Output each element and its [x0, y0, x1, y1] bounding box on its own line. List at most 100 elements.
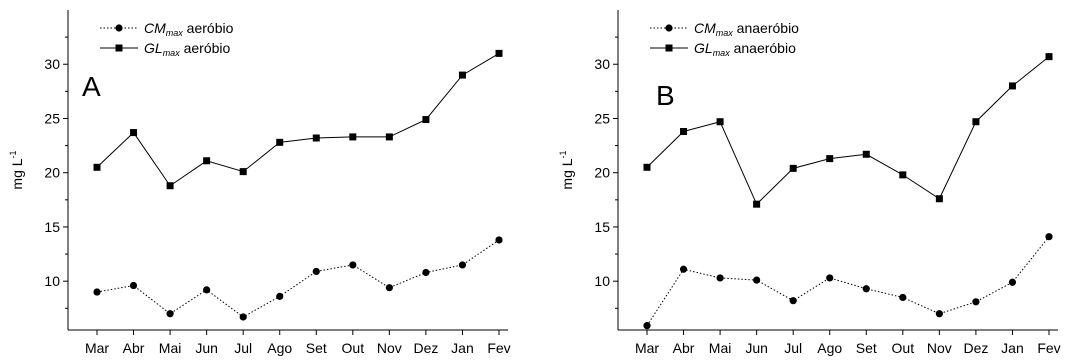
- legend-label: CMmax anaeróbio: [694, 20, 799, 38]
- x-tick-label: Jun: [195, 340, 218, 356]
- x-tick-label: Mai: [709, 340, 732, 356]
- series-line-cm: [646, 236, 1050, 326]
- point-gl: [862, 150, 870, 158]
- x-tick-label: Dez: [413, 340, 438, 356]
- point-gl: [385, 133, 393, 141]
- point-cm: [862, 285, 870, 293]
- y-tick-label: 25: [44, 110, 60, 126]
- x-tick-label: Out: [892, 340, 915, 356]
- x-tick-label: Mar: [635, 340, 659, 356]
- point-gl: [643, 163, 651, 171]
- point-gl: [276, 138, 284, 146]
- x-tick-label: Fev: [1037, 340, 1060, 356]
- point-cm: [276, 292, 284, 300]
- point-gl: [789, 164, 797, 172]
- x-tick-label: Jun: [745, 340, 768, 356]
- series-line-cm: [96, 239, 500, 318]
- point-gl: [935, 195, 943, 203]
- point-gl: [1008, 82, 1016, 90]
- point-cm: [679, 265, 688, 273]
- x-tick-label: Ago: [817, 340, 842, 356]
- point-cm: [203, 286, 211, 294]
- point-gl: [716, 118, 724, 126]
- legend-label: CMmax aeróbio: [144, 20, 234, 38]
- point-gl: [680, 127, 688, 135]
- x-tick-label: Jan: [451, 340, 474, 356]
- point-cm: [422, 268, 430, 277]
- point-cm: [495, 236, 503, 244]
- y-tick-label: 20: [594, 165, 610, 181]
- point-cm: [789, 297, 797, 305]
- y-tick-label: 25: [594, 110, 610, 126]
- y-tick-label: 20: [44, 165, 60, 181]
- x-tick-label: Mai: [159, 340, 182, 356]
- y-axis-label: mg L-1: [8, 150, 25, 189]
- point-gl: [1045, 53, 1053, 61]
- point-cm: [935, 310, 943, 318]
- legend-label: GLmax anaeróbio: [694, 40, 796, 58]
- x-tick-label: Mar: [85, 340, 109, 356]
- point-gl: [753, 200, 761, 208]
- x-tick-label: Fev: [487, 340, 510, 356]
- point-cm: [239, 313, 247, 321]
- legend-marker: [115, 24, 123, 32]
- y-tick-label: 10: [44, 273, 60, 289]
- point-cm: [1045, 233, 1053, 241]
- x-tick-label: Nov: [927, 340, 952, 356]
- point-gl: [203, 157, 211, 165]
- point-cm: [385, 284, 393, 292]
- point-gl: [972, 118, 980, 126]
- point-gl: [422, 116, 430, 124]
- point-gl: [239, 168, 247, 176]
- x-tick-label: Jan: [1001, 340, 1024, 356]
- x-tick-label: Set: [856, 340, 877, 356]
- x-tick-label: Out: [342, 340, 365, 356]
- legend-marker: [115, 44, 123, 52]
- point-cm: [899, 293, 907, 302]
- point-gl: [899, 171, 907, 179]
- series-line-gl: [96, 52, 500, 187]
- point-cm: [753, 276, 761, 284]
- legend-marker: [665, 24, 673, 32]
- y-tick-label: 10: [594, 273, 610, 289]
- point-gl: [130, 129, 138, 137]
- point-cm: [129, 281, 138, 290]
- panel-label: A: [82, 71, 101, 102]
- point-gl: [312, 134, 320, 142]
- x-tick-label: Abr: [123, 340, 145, 356]
- point-cm: [166, 310, 174, 318]
- y-axis-label: mg L-1: [558, 150, 575, 189]
- point-cm: [93, 288, 101, 296]
- point-cm: [458, 261, 467, 269]
- point-gl: [458, 71, 466, 79]
- point-cm: [826, 274, 834, 282]
- chart-panel-a: 10 15 20 25 30 Mar Abr Mai Jun Jul Ago Set Out Nov Dez…: [8, 10, 511, 356]
- x-tick-label: Dez: [963, 340, 988, 356]
- point-cm: [349, 261, 357, 269]
- point-cm: [312, 267, 320, 276]
- x-tick-label: Nov: [377, 340, 402, 356]
- point-cm: [643, 322, 651, 330]
- x-tick-label: Jul: [784, 340, 802, 356]
- panel-label: B: [656, 80, 675, 111]
- point-gl: [826, 155, 834, 163]
- point-gl: [495, 49, 503, 57]
- series-line-gl: [646, 56, 1050, 206]
- x-tick-label: Jul: [234, 340, 252, 356]
- y-tick-label: 15: [44, 219, 60, 235]
- point-cm: [716, 274, 724, 282]
- point-gl: [93, 163, 101, 171]
- legend-label: GLmax aeróbio: [144, 40, 231, 58]
- y-tick-label: 15: [594, 219, 610, 235]
- x-tick-label: Set: [306, 340, 327, 356]
- point-cm: [1008, 278, 1017, 286]
- chart-panel-b: 10 15 20 25 30 Mar Abr Mai Jun Jul Ago Set Out Nov Dez…: [558, 10, 1061, 356]
- point-gl: [166, 182, 174, 190]
- x-tick-label: Abr: [673, 340, 695, 356]
- x-tick-label: Ago: [267, 340, 292, 356]
- y-tick-label: 30: [44, 56, 60, 72]
- point-gl: [349, 133, 357, 141]
- point-cm: [972, 298, 980, 306]
